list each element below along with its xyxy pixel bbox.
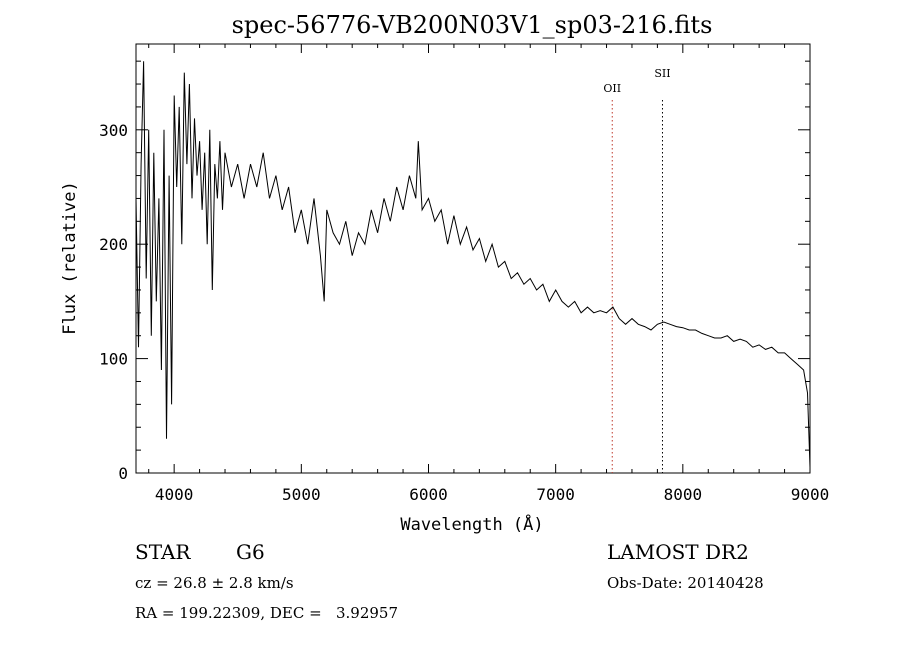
chart-title: spec-56776-VB200N03V1_sp03-216.fits xyxy=(232,11,713,39)
x-axis-label: Wavelength (Å) xyxy=(400,513,543,535)
x-tick-label: 8000 xyxy=(664,485,703,504)
x-tick-label: 7000 xyxy=(536,485,575,504)
y-tick-label: 300 xyxy=(99,121,128,140)
spectral-line-label: SII xyxy=(654,67,670,80)
y-tick-label: 0 xyxy=(118,464,128,483)
line-annotations: OII SII xyxy=(603,67,671,473)
x-tick-label: 6000 xyxy=(409,485,448,504)
x-tick-label: 9000 xyxy=(791,485,830,504)
spectral-line-label: OII xyxy=(603,82,621,95)
coordinates: RA = 199.22309, DEC = 3.92957 xyxy=(135,604,399,622)
x-tick-label: 4000 xyxy=(155,485,194,504)
y-axis-label: Flux (relative) xyxy=(60,181,80,335)
x-axis-ticks: 4000 5000 6000 7000 8000 9000 xyxy=(148,44,830,504)
x-tick-label: 5000 xyxy=(282,485,321,504)
cz-value: cz = 26.8 ± 2.8 km/s xyxy=(135,574,294,592)
spectral-subclass: G6 xyxy=(236,540,265,564)
plot-frame xyxy=(135,43,811,474)
y-tick-label: 200 xyxy=(99,235,128,254)
observation-date: Obs-Date: 20140428 xyxy=(607,574,764,592)
y-axis-ticks: 0 100 200 300 xyxy=(99,60,810,483)
spectrum-line xyxy=(135,61,811,468)
y-tick-label: 100 xyxy=(99,350,128,369)
survey-name: LAMOST DR2 xyxy=(607,540,749,564)
object-class: STAR xyxy=(135,540,191,564)
